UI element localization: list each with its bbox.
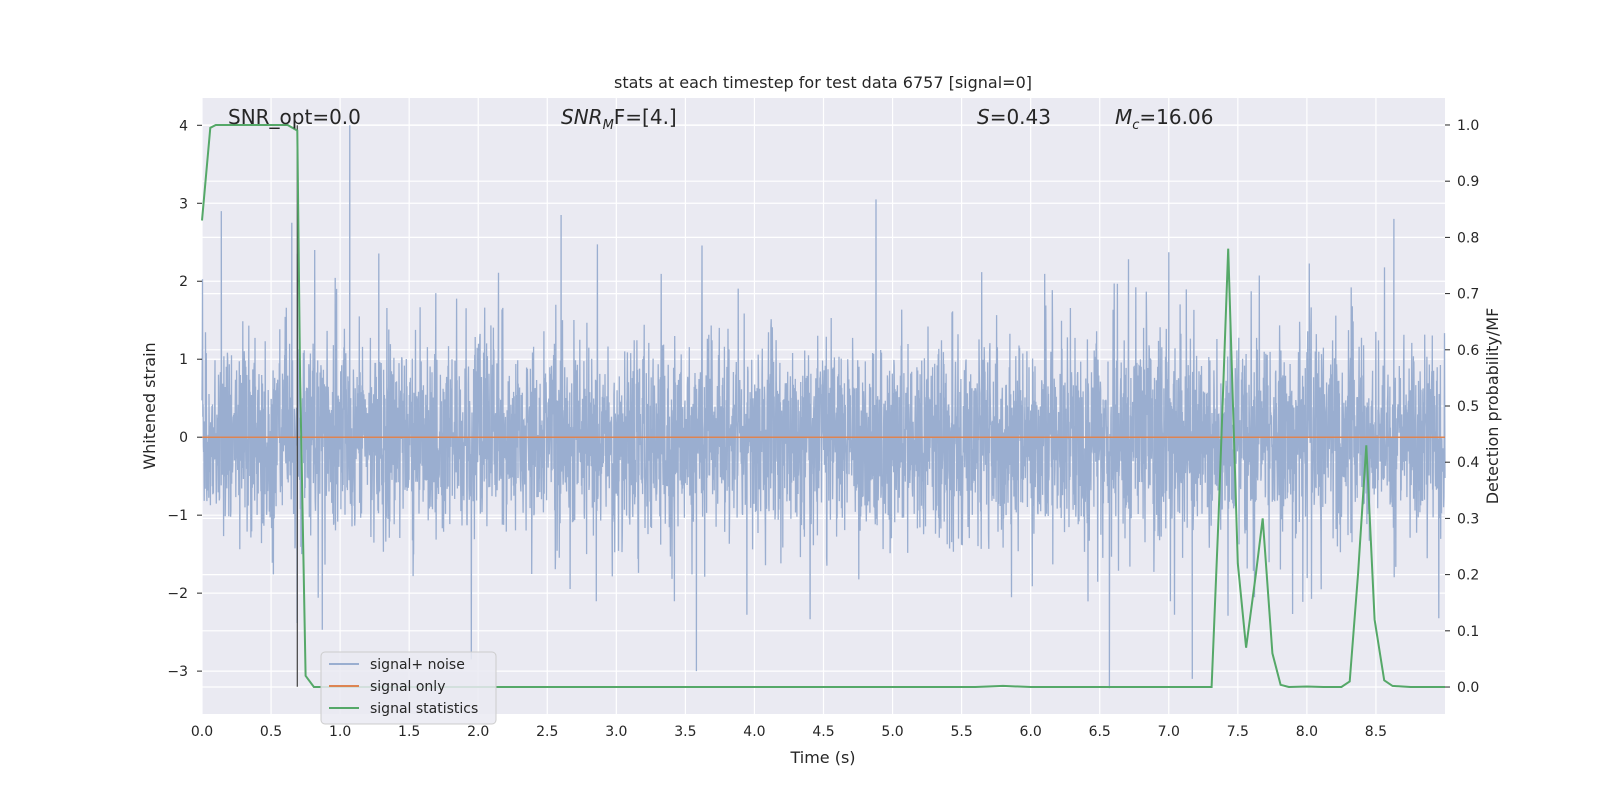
x-axis-ticks: 0.0 0.5 1.0 1.5 2.0 2.5 3.0 3.5 4.0 4.5 5.0 5.5 6.0 6… [191,724,1387,740]
x-tick-label: 3.5 [674,724,696,740]
x-tick-label: 6.0 [1020,724,1042,740]
x-tick-label: 3.0 [605,724,627,740]
x-tick-label: 1.0 [329,724,351,740]
legend-label-signal-only: signal only [370,679,445,695]
x-tick-label: 6.5 [1089,724,1111,740]
annotation-snr-mf-main: SNR [561,105,603,129]
y2-tick-label: 0.9 [1457,174,1479,190]
annotation-s-main: S [977,105,990,129]
chart-title: stats at each timestep for test data 675… [614,73,1032,92]
x-tick-label: 4.0 [743,724,765,740]
y2-tick-label: 0.8 [1457,230,1479,246]
x-tick-label: 1.5 [398,724,420,740]
x-tick-label: 2.0 [467,724,489,740]
y-tick-label: −3 [167,664,188,680]
y-axis-label: Whitened strain [140,342,159,469]
annotation-mc-main: M [1115,105,1132,129]
y2-tick-label: 0.4 [1457,455,1479,471]
x-tick-label: 7.0 [1158,724,1180,740]
y2-tick-label: 0.6 [1457,343,1479,359]
y2-tick-label: 0.0 [1457,680,1479,696]
annotation-mc: Mc=16.06 [1115,105,1213,133]
y2-tick-label: 0.7 [1457,287,1479,303]
y-tick-label: −1 [167,508,188,524]
signal-statistics-series [201,124,1445,689]
x-tick-label: 7.5 [1227,724,1249,740]
x-tick-label: 8.5 [1365,724,1387,740]
annotation-snr-opt: SNR_opt=0.0 [228,105,361,129]
y-tick-label: 1 [179,352,188,368]
annotation-snr-mf-sub: M [603,118,614,133]
y2-tick-label: 0.3 [1457,511,1479,527]
legend-box [320,651,497,725]
signal-statistics-line [201,124,1445,689]
y-tick-label: 2 [179,274,188,290]
y2-axis-ticks: 0.0 0.1 0.2 0.3 0.4 0.5 0.6 0.7 0.8 0.9 1.0 [1445,118,1479,696]
annotation-mc-rest: =16.06 [1139,105,1213,129]
y-tick-label: 4 [179,118,188,134]
legend-label-signal-statistics: signal statistics [370,701,478,717]
annotation-mc-sub: c [1132,118,1139,133]
y-tick-label: 0 [179,430,188,446]
signal-noise-line [201,125,1446,689]
legend-label-signal-noise: signal+ noise [370,657,465,673]
y-tick-label: −2 [167,586,188,602]
y2-tick-label: 1.0 [1457,118,1479,134]
signal-noise-series [201,125,1446,689]
annotation-s-rest: =0.43 [990,105,1051,129]
x-tick-label: 4.5 [812,724,834,740]
x-tick-label: 8.0 [1296,724,1318,740]
legend: signal+ noise signal only signal statist… [320,651,497,725]
y2-tick-label: 0.1 [1457,624,1479,640]
annotation-s: S=0.43 [977,105,1051,129]
x-tick-label: 0.0 [191,724,213,740]
x-tick-label: 2.5 [536,724,558,740]
x-tick-label: 5.5 [950,724,972,740]
y-axis-ticks: −3 −2 −1 0 1 2 3 4 [167,118,202,680]
y2-axis-label: Detection probability/MF [1483,308,1502,505]
x-axis-label: Time (s) [789,748,855,767]
annotation-snr-mf-rest: F=[4.] [614,105,677,129]
y2-tick-label: 0.2 [1457,568,1479,584]
annotation-snr-mf: SNRMF=[4.] [561,105,677,133]
x-tick-label: 0.5 [260,724,282,740]
x-tick-label: 5.0 [881,724,903,740]
y2-tick-label: 0.5 [1457,399,1479,415]
y-tick-label: 3 [179,196,188,212]
